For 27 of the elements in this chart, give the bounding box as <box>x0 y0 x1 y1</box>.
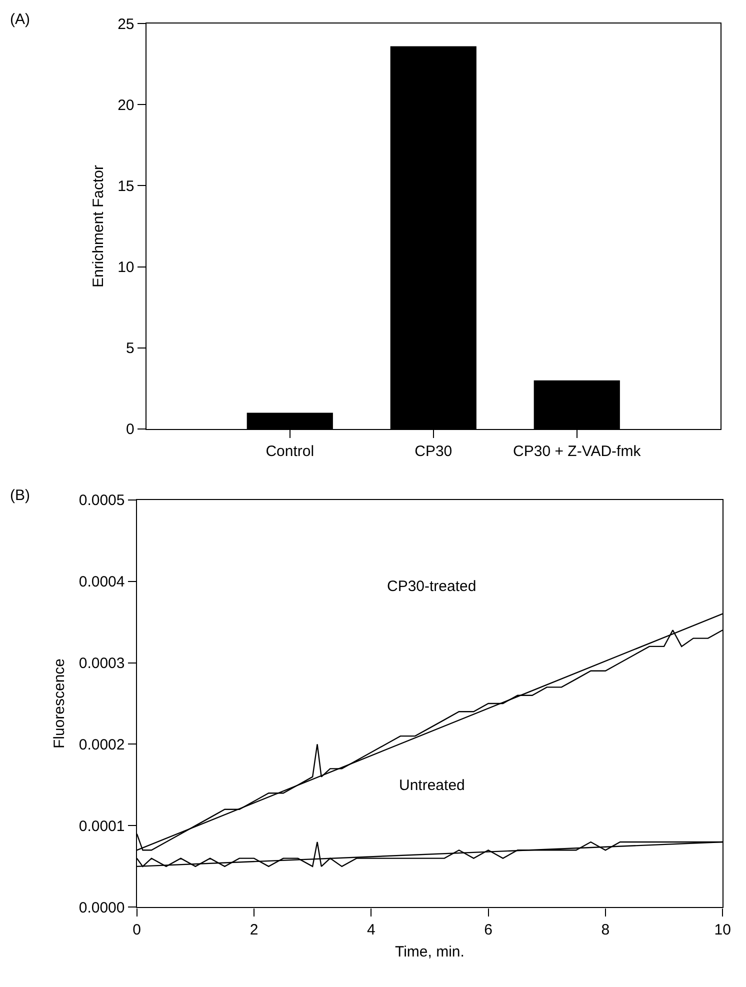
y-tick-label: 0.0001 <box>78 818 125 835</box>
annotation: CP30-treated <box>387 578 476 595</box>
text: (B) <box>10 487 30 504</box>
x-tick-label: 2 <box>250 921 258 938</box>
y-tick-label: 0.0003 <box>78 655 125 672</box>
y-tick-label: 10 <box>118 259 134 276</box>
y-tick-label: 0.0000 <box>78 899 125 916</box>
y-axis-title: Enrichment Factor <box>90 164 107 288</box>
y-tick-label: 0.0005 <box>78 492 125 510</box>
x-axis-title: Time, min. <box>394 943 464 960</box>
text: (A) <box>10 11 30 28</box>
annotation: Untreated <box>399 777 465 794</box>
y-tick-label: 15 <box>118 178 134 195</box>
y-tick-label: 0.0002 <box>78 736 125 754</box>
x-tick-label: CP30 + Z-VAD-fmk <box>513 443 642 460</box>
x-tick-label: CP30 <box>414 443 452 460</box>
y-tick-label: 20 <box>118 96 134 114</box>
x-tick-label: 8 <box>601 921 610 938</box>
y-tick-label: 25 <box>118 16 134 33</box>
y-tick-label: 0 <box>126 421 134 438</box>
x-tick-label: 6 <box>484 921 492 938</box>
y-tick-label: 0.0004 <box>78 574 125 591</box>
x-tick-label: 4 <box>366 921 376 938</box>
y-tick-label: 5 <box>126 340 134 358</box>
y-axis-title: Fluorescence <box>51 658 68 749</box>
x-tick-label: Control <box>266 443 314 460</box>
x-tick-label: 10 <box>714 921 731 938</box>
